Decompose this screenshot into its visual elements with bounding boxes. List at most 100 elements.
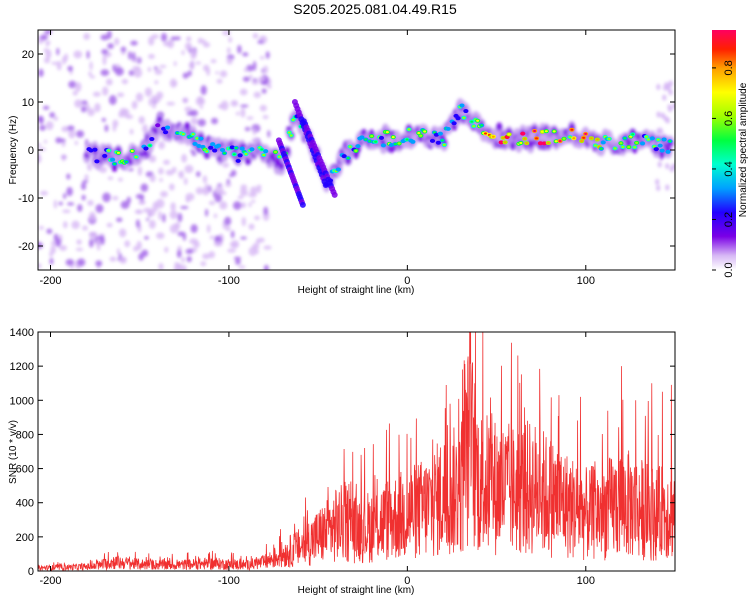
- noise-blob: [214, 235, 218, 244]
- ridge-peak: [440, 139, 444, 142]
- noise-blob: [94, 102, 101, 113]
- noise-blob: [89, 231, 98, 240]
- noise-blob: [184, 42, 192, 51]
- noise-blob: [663, 84, 668, 91]
- ridge-core: [600, 140, 606, 145]
- ridge-peak: [668, 140, 672, 143]
- noise-blob: [147, 67, 152, 72]
- ridge-peak: [116, 151, 120, 154]
- noise-blob: [88, 238, 94, 248]
- noise-blob: [172, 81, 178, 86]
- noise-blob: [87, 108, 95, 117]
- noise-blob: [206, 67, 211, 76]
- noise-blob: [267, 84, 272, 89]
- snr-panel: -200 -100 0 100 0 200 400 600 800 1000 1200 1400 H…: [8, 327, 676, 596]
- noise-blob: [95, 238, 102, 248]
- ridge-peak: [222, 152, 226, 155]
- spectrogram-x-ticks: -200 -100 0 100: [39, 30, 595, 287]
- noise-blob: [252, 60, 257, 71]
- noise-blob: [252, 33, 259, 39]
- noise-blob: [159, 178, 163, 182]
- noise-blob: [204, 208, 209, 217]
- spectrogram-marks: [38, 30, 675, 270]
- ridge-peak: [635, 141, 639, 144]
- noise-blob: [105, 78, 113, 86]
- snr-x-ticks: -200 -100 0 100: [39, 332, 595, 587]
- noise-blob: [38, 115, 44, 125]
- noise-blob: [154, 68, 163, 75]
- ridge-peak: [476, 119, 480, 122]
- noise-blob: [144, 236, 149, 240]
- noise-blob: [154, 80, 159, 85]
- noise-blob: [267, 130, 271, 138]
- noise-blob: [235, 111, 240, 116]
- noise-blob: [148, 98, 153, 107]
- noise-blob: [74, 140, 79, 146]
- noise-blob: [63, 192, 67, 200]
- ridge-core: [341, 154, 347, 159]
- ridge-body: [509, 141, 516, 151]
- noise-blob: [149, 174, 156, 183]
- noise-blob: [206, 224, 211, 233]
- snr-y-axis-title: SNR (10 * v/v): [8, 420, 19, 484]
- ridge-core: [88, 148, 94, 153]
- ridge-peak: [652, 145, 656, 148]
- noise-blob: [86, 162, 93, 171]
- noise-blob: [242, 188, 248, 197]
- noise-blob: [202, 175, 208, 184]
- ridge-core: [639, 141, 646, 146]
- noise-blob: [116, 217, 123, 222]
- ridge-peak: [113, 162, 117, 165]
- noise-blob: [129, 128, 134, 135]
- noise-blob: [215, 71, 219, 75]
- noise-blob: [187, 70, 192, 77]
- noise-blob: [59, 138, 66, 143]
- noise-blob: [81, 194, 86, 201]
- noise-blob: [186, 256, 192, 263]
- noise-blob: [240, 187, 244, 198]
- noise-blob: [191, 152, 197, 157]
- ridge-peak: [580, 140, 584, 143]
- noise-blob: [225, 225, 231, 232]
- ridge-peak: [364, 138, 368, 141]
- noise-blob: [55, 238, 62, 247]
- noise-blob: [259, 56, 265, 60]
- y-tick-label: 0: [28, 566, 34, 578]
- noise-blob: [152, 95, 161, 104]
- ridge-peak: [385, 131, 389, 134]
- noise-blob: [106, 30, 112, 40]
- noise-blob: [197, 37, 204, 44]
- streak-blob: [299, 201, 306, 208]
- x-tick-label: -100: [218, 275, 240, 287]
- noise-blob: [43, 48, 49, 52]
- ridge-peak: [646, 138, 650, 141]
- ridge-core: [463, 109, 469, 114]
- noise-blob: [248, 223, 255, 230]
- noise-blob: [88, 211, 96, 222]
- ridge-core: [433, 132, 440, 137]
- ridge-body: [184, 122, 191, 131]
- ridge-peak: [232, 153, 236, 156]
- x-tick-label: -100: [218, 575, 240, 587]
- noise-blob: [61, 141, 66, 147]
- noise-blob: [131, 100, 138, 110]
- ridge-peak: [523, 137, 527, 140]
- noise-blob: [136, 240, 142, 251]
- noise-blob: [254, 215, 260, 221]
- ridge-core: [380, 143, 387, 148]
- ridge-peak: [195, 137, 199, 140]
- ridge-core: [94, 159, 100, 164]
- noise-blob: [225, 182, 232, 188]
- ridge-core: [661, 137, 667, 142]
- noise-blob: [164, 246, 169, 253]
- ridge-peak: [535, 137, 539, 140]
- noise-blob: [102, 55, 107, 66]
- noise-blob: [257, 185, 262, 194]
- noise-blob: [189, 149, 196, 153]
- noise-blob: [261, 88, 267, 94]
- noise-blob: [169, 183, 175, 191]
- ridge-peak: [107, 149, 111, 152]
- noise-blob: [38, 241, 43, 250]
- ridge-peak: [593, 144, 597, 147]
- noise-blob: [224, 216, 232, 226]
